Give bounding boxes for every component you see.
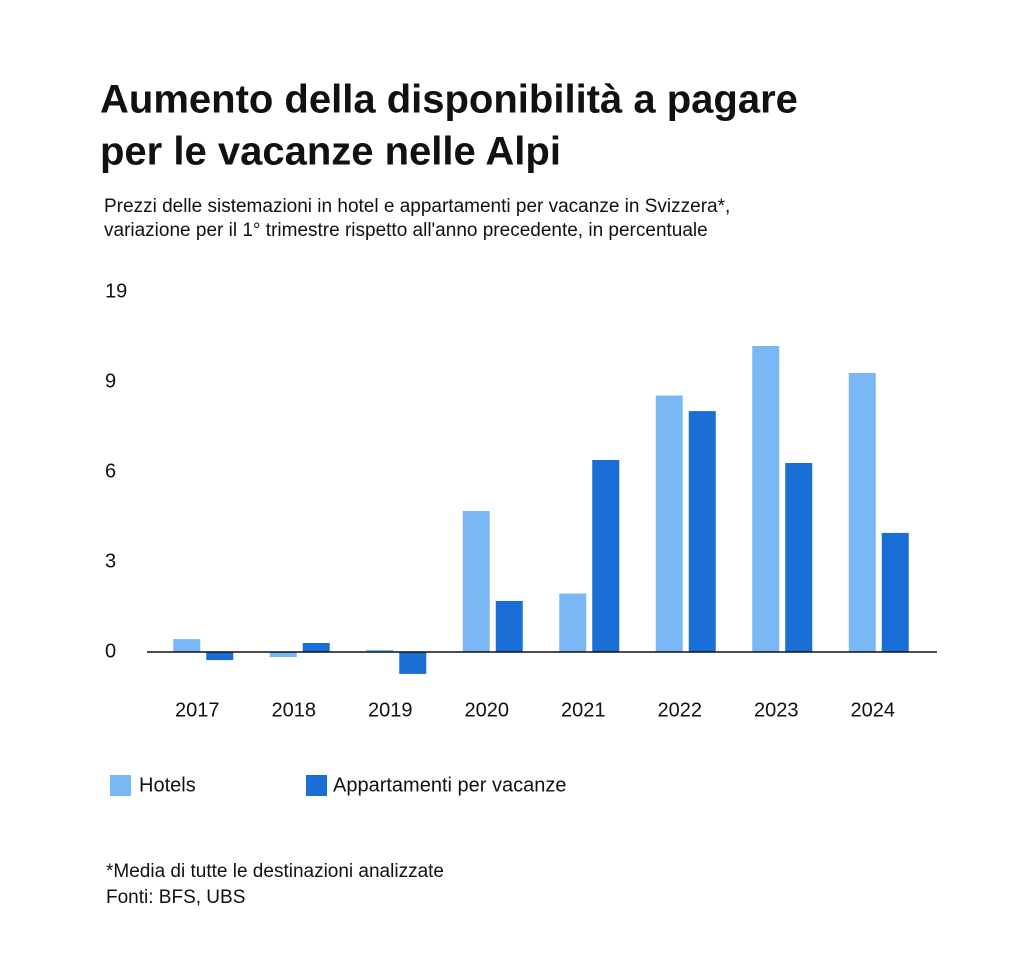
bar — [592, 460, 620, 652]
subtitle: Prezzi delle sistemazioni in hotel e app… — [104, 196, 730, 217]
legend-label: Appartamenti per vacanze — [333, 774, 566, 796]
bar — [302, 643, 330, 652]
x-tick-label: 2018 — [272, 699, 317, 721]
source: Fonti: BFS, UBS — [106, 887, 245, 908]
bar — [495, 601, 523, 652]
x-tick-label: 2017 — [175, 699, 220, 721]
bar — [173, 639, 201, 652]
bar — [752, 346, 780, 652]
bar — [881, 532, 909, 652]
x-tick-label: 2021 — [561, 699, 606, 721]
chart-title: Aumento della disponibilità a pagare — [100, 78, 798, 122]
y-tick-label: 6 — [105, 460, 116, 482]
legend-label: Hotels — [139, 774, 196, 796]
bar — [366, 649, 394, 652]
y-tick-label: 3 — [105, 550, 116, 572]
footnote: *Media di tutte le destinazioni analizza… — [106, 861, 444, 882]
bar — [462, 511, 490, 652]
bar — [688, 411, 716, 652]
bar — [399, 652, 427, 674]
bar — [269, 652, 297, 658]
legend-swatch — [306, 775, 327, 796]
bar — [785, 463, 813, 652]
x-tick-label: 2024 — [851, 699, 896, 721]
y-tick-label: 9 — [105, 370, 116, 392]
bar — [206, 652, 234, 661]
legend-swatch — [110, 775, 131, 796]
x-tick-label: 2022 — [658, 699, 703, 721]
x-tick-label: 2020 — [465, 699, 510, 721]
bar — [655, 395, 683, 652]
chart-title: per le vacanze nelle Alpi — [100, 130, 561, 174]
bar — [848, 373, 876, 652]
y-tick-label: 19 — [105, 280, 127, 302]
x-tick-label: 2019 — [368, 699, 413, 721]
bar — [559, 593, 587, 652]
y-tick-label: 0 — [105, 640, 116, 662]
x-tick-label: 2023 — [754, 699, 799, 721]
subtitle: variazione per il 1° trimestre rispetto … — [104, 220, 708, 241]
